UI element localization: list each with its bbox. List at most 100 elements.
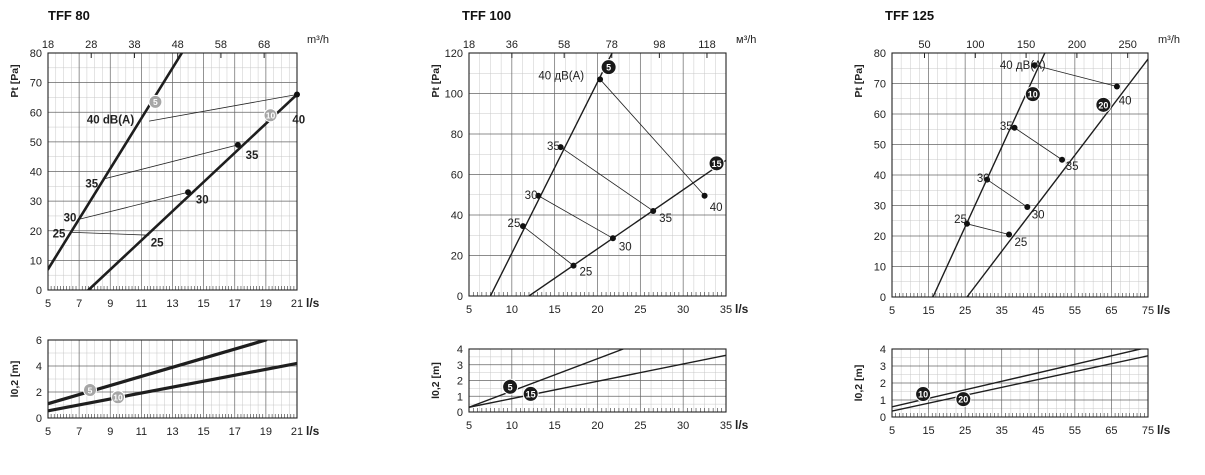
x-tick-label: 45	[1032, 425, 1044, 437]
plot-frame	[468, 52, 727, 297]
x-tick-label: 65	[1105, 305, 1117, 317]
y-tick-label: 20	[874, 231, 886, 243]
iso-line	[986, 179, 1028, 208]
x-axis-label: l/s	[1157, 423, 1171, 437]
data-point	[185, 189, 192, 196]
x-tick-label: 10	[506, 304, 518, 316]
chart-title: TFF 100	[462, 8, 511, 23]
y-axis-label: Pt [Pa]	[9, 64, 21, 97]
main-panel: 5 10 15 20 25 30 35 0 20 40 60 80 100 120 l/s Pt [Pa] 18…	[430, 34, 756, 316]
x-tick-label: 13	[166, 426, 178, 438]
point-label: 35	[85, 178, 98, 190]
x-tick-label: 35	[996, 425, 1008, 437]
iso-line	[103, 144, 238, 180]
top-axis-tick-label: 98	[653, 39, 665, 51]
point-label: 40	[1119, 95, 1132, 107]
iso-line	[149, 94, 297, 122]
plot-area	[892, 349, 1148, 412]
point-label: 25	[1015, 237, 1028, 249]
y-tick-label: 4	[457, 344, 463, 356]
bottom-panel: 5 15 25 35 45 55 65 75 0 1 2 3 4 l/s l0,2 [m] 10 20	[853, 344, 1171, 437]
data-point	[1006, 231, 1013, 238]
x-tick-label: 5	[45, 298, 51, 310]
y-tick-label: 0	[36, 413, 42, 425]
x-tick-label: 21	[291, 298, 303, 310]
badge-label: 20	[1098, 100, 1108, 110]
data-point	[1024, 204, 1031, 211]
series-line	[489, 53, 613, 296]
badge-label: 10	[1028, 90, 1038, 100]
bottom-panel: 5 10 15 20 25 30 35 0 1 2 3 4 l/s l0,2 [m] 5 15	[430, 344, 749, 432]
point-label: 40	[710, 202, 723, 214]
plot-frame	[891, 52, 1149, 298]
y-tick-label: 0	[457, 407, 463, 419]
iso-line	[599, 79, 705, 197]
x-tick-label: 25	[959, 305, 971, 317]
point-label: 40 dB(A)	[87, 115, 134, 127]
x-tick-label: 5	[889, 305, 895, 317]
point-label: 40 дB(A)	[1000, 60, 1046, 72]
y-tick-label: 50	[30, 137, 42, 149]
point-label: 25	[580, 267, 593, 279]
y-tick-label: 10	[874, 262, 886, 274]
top-axis-tick-label: 36	[506, 39, 518, 51]
top-axis-tick-label: 78	[606, 39, 618, 51]
top-axis-tick-label: 38	[128, 39, 140, 51]
y-axis-label: Pt [Pa]	[853, 64, 865, 97]
badge-label: 5	[508, 382, 513, 392]
y-tick-label: 60	[30, 107, 42, 119]
data-point	[650, 207, 657, 214]
top-axis-tick-label: 48	[172, 39, 184, 51]
badge	[915, 386, 932, 403]
data-point	[609, 235, 616, 242]
y-tick-label: 4	[880, 344, 886, 356]
iso-line	[69, 231, 150, 236]
x-axis-label: l/s	[735, 418, 749, 432]
point-label: 25	[53, 229, 66, 241]
x-tick-label: 19	[260, 426, 272, 438]
x-tick-label: 15	[198, 426, 210, 438]
x-tick-label: 55	[1069, 425, 1081, 437]
x-tick-label: 30	[677, 420, 689, 432]
x-tick-label: 5	[45, 426, 51, 438]
badge	[522, 385, 539, 402]
top-axis-tick-label: 250	[1119, 39, 1137, 51]
y-axis-label: l0,2 [m]	[9, 361, 21, 398]
point-label: 30	[525, 190, 538, 202]
data-point	[234, 141, 241, 148]
data-point	[570, 262, 577, 269]
y-tick-label: 4	[36, 361, 42, 373]
y-axis-label: Pt [Pa]	[430, 64, 442, 97]
x-axis-label: l/s	[306, 424, 320, 438]
data-point	[1059, 156, 1066, 163]
bottom-panel: 5 7 9 11 13 15 17 19 21 0 2 4 6 l/s l0,2 [m] 5 10	[9, 335, 320, 438]
y-tick-label: 60	[874, 109, 886, 121]
x-tick-label: 11	[136, 426, 147, 438]
y-tick-label: 40	[451, 210, 463, 222]
point-label: 35	[659, 213, 672, 225]
x-tick-label: 5	[466, 420, 472, 432]
main-panel: 5 7 9 11 13 15 17 19 21 0 10 20 30 40 50 60 70 80 l/s Pt [P…	[9, 34, 329, 310]
y-tick-label: 6	[36, 335, 42, 347]
x-tick-label: 17	[229, 426, 241, 438]
badge	[1024, 86, 1041, 103]
point-label: 25	[954, 214, 967, 226]
x-tick-label: 15	[922, 305, 934, 317]
top-axis-tick-label: 18	[42, 39, 54, 51]
point-label: 30	[196, 195, 209, 207]
y-tick-label: 70	[874, 79, 886, 91]
x-tick-label: 15	[549, 420, 561, 432]
y-tick-label: 20	[30, 226, 42, 238]
y-axis-label: l0,2 [m]	[430, 362, 442, 399]
top-axis-tick-label: 50	[918, 39, 930, 51]
series-line	[48, 361, 297, 413]
point-label: 35	[1000, 121, 1013, 133]
x-tick-label: 65	[1105, 425, 1117, 437]
data-point	[597, 76, 604, 83]
y-tick-label: 50	[874, 140, 886, 152]
data-point	[701, 192, 708, 199]
iso-line	[1034, 64, 1118, 87]
point-label: 30	[619, 241, 632, 253]
y-tick-label: 120	[445, 48, 463, 60]
